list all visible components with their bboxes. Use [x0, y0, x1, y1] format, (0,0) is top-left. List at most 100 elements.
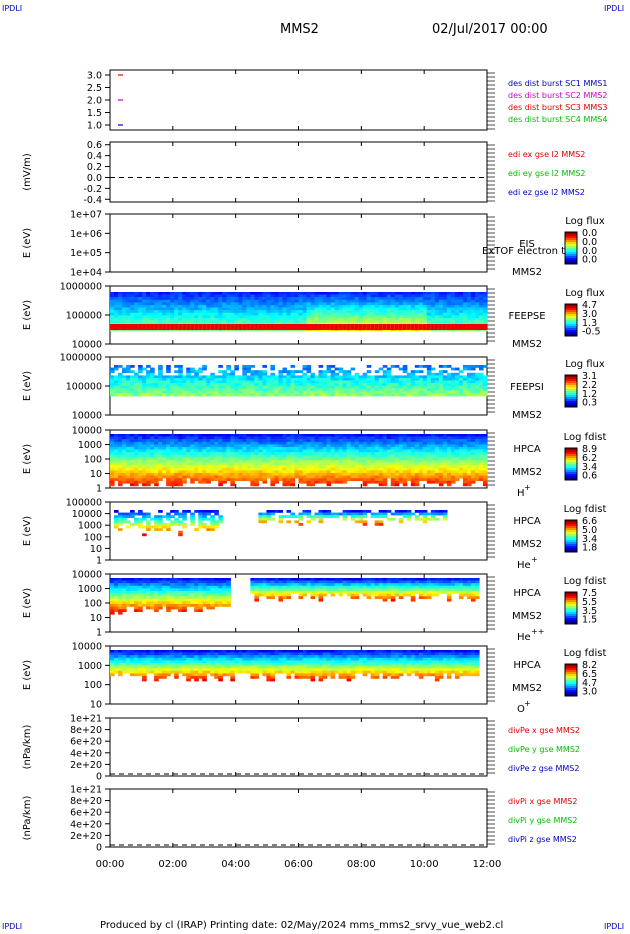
spectrogram-cell — [314, 447, 320, 450]
spectrogram-cell — [282, 457, 288, 461]
spectrogram-cell — [214, 305, 219, 308]
spectrogram-cell — [194, 393, 199, 397]
spectrogram-cell — [322, 436, 328, 440]
spectrogram-cell — [242, 473, 247, 476]
spectrogram-cell — [290, 457, 296, 461]
spectrogram-cell — [178, 372, 183, 376]
spectrogram-cell — [394, 510, 400, 513]
spectrogram-cell — [446, 465, 452, 468]
spectrogram-cell — [230, 385, 235, 389]
spectrogram-cell — [370, 452, 376, 455]
spectrogram-cell — [114, 434, 119, 437]
spectrogram-cell — [234, 294, 239, 298]
spectrogram-cell — [314, 324, 320, 330]
spectrogram-cell — [186, 454, 191, 458]
spectrogram-cell — [114, 585, 119, 589]
spectrogram-cell — [206, 312, 211, 316]
spectrogram-cell — [422, 510, 428, 513]
spectrogram-cell — [178, 478, 183, 481]
spectrogram-cell — [178, 470, 183, 474]
spectrogram-cell — [394, 475, 400, 479]
spectrogram-cell — [302, 367, 308, 371]
spectrogram-cell — [114, 478, 119, 481]
colorbar-title-feepse: Log flux — [565, 288, 605, 299]
spectrogram-cell — [142, 517, 147, 521]
spectrogram-cell — [142, 473, 147, 476]
spectrogram-cell — [198, 515, 203, 518]
spectrogram-cell — [318, 457, 324, 461]
spectrogram-cell — [450, 470, 456, 474]
spectrogram-cell — [162, 294, 167, 298]
spectrogram-cell — [402, 305, 408, 308]
spectrogram-cell — [166, 470, 171, 474]
spectrogram-cell — [346, 462, 352, 466]
spectrogram-cell — [230, 436, 235, 440]
spectrogram-cell — [166, 439, 171, 442]
spectrogram-cell — [146, 483, 151, 487]
spectrogram-cell — [122, 475, 127, 479]
spectrogram-cell — [394, 380, 400, 384]
spectrogram-cell — [134, 302, 139, 306]
y-tick-label-hpca_he: 1000 — [78, 521, 102, 532]
spectrogram-cell — [138, 320, 143, 324]
spectrogram-cell — [154, 480, 159, 484]
spectrogram-cell — [126, 297, 131, 300]
spectrogram-cell — [282, 310, 288, 313]
spectrogram-cell — [454, 470, 460, 474]
spectrogram-cell — [110, 388, 115, 392]
spectrogram-cell — [254, 299, 259, 303]
spectrogram-cell — [362, 520, 368, 524]
spectrogram-cell — [430, 473, 436, 476]
spectrogram-cell — [194, 324, 199, 330]
spectrogram-cell — [318, 292, 324, 295]
spectrogram-cell — [338, 367, 344, 371]
spectrogram-cell — [390, 467, 396, 471]
spectrogram-cell — [442, 449, 448, 453]
spectrogram-cell — [482, 480, 488, 484]
colorbar-frame — [564, 374, 578, 408]
spectrogram-cell — [234, 478, 239, 481]
spectrogram-cell — [210, 439, 215, 442]
spectrogram-cell — [402, 375, 408, 379]
spectrogram-cell — [178, 297, 183, 300]
spectrogram-cell — [198, 449, 203, 453]
spectrogram-cell — [482, 473, 488, 476]
spectrogram-cell — [222, 292, 227, 295]
spectrogram-cell — [258, 470, 264, 474]
spectrogram-cell — [374, 439, 380, 442]
spectrogram-cell — [294, 315, 300, 319]
spectrogram-cell — [302, 462, 308, 466]
spectrogram-cell — [390, 292, 396, 295]
spectrogram-cell — [142, 462, 147, 466]
spectrogram-cell — [270, 294, 276, 298]
spectrogram-cell — [466, 462, 472, 466]
spectrogram-cell — [302, 312, 308, 316]
spectrogram-cell — [334, 367, 340, 371]
spectrogram-cell — [114, 393, 119, 397]
spectrogram-cell — [142, 310, 147, 313]
spectrogram-cell — [262, 457, 268, 461]
spectrogram-cell — [426, 302, 432, 306]
spectrogram-cell — [378, 512, 384, 516]
spectrogram-cell — [138, 449, 143, 453]
spectrogram-cell — [266, 383, 272, 386]
spectrogram-cell — [310, 307, 316, 311]
spectrogram-cell — [318, 475, 324, 479]
spectrogram-cell — [422, 447, 428, 450]
spectrogram-cell — [198, 307, 203, 311]
spectrogram-cell — [290, 302, 296, 306]
spectrogram-cell — [414, 297, 420, 300]
spectrogram-cell — [194, 385, 199, 389]
spectrogram-cell — [158, 523, 163, 526]
spectrogram-cell — [434, 439, 440, 442]
spectrogram-cell — [430, 510, 436, 513]
spectrogram-cell — [118, 580, 123, 584]
spectrogram-cell — [214, 310, 219, 313]
spectrogram-cell — [326, 393, 332, 397]
spectrogram-cell — [126, 478, 131, 481]
spectrogram-cell — [314, 512, 320, 516]
spectrogram-cell — [170, 457, 175, 461]
spectrogram-cell — [406, 475, 412, 479]
spectrogram-cell — [114, 588, 119, 592]
spectrogram-cell — [226, 305, 231, 308]
